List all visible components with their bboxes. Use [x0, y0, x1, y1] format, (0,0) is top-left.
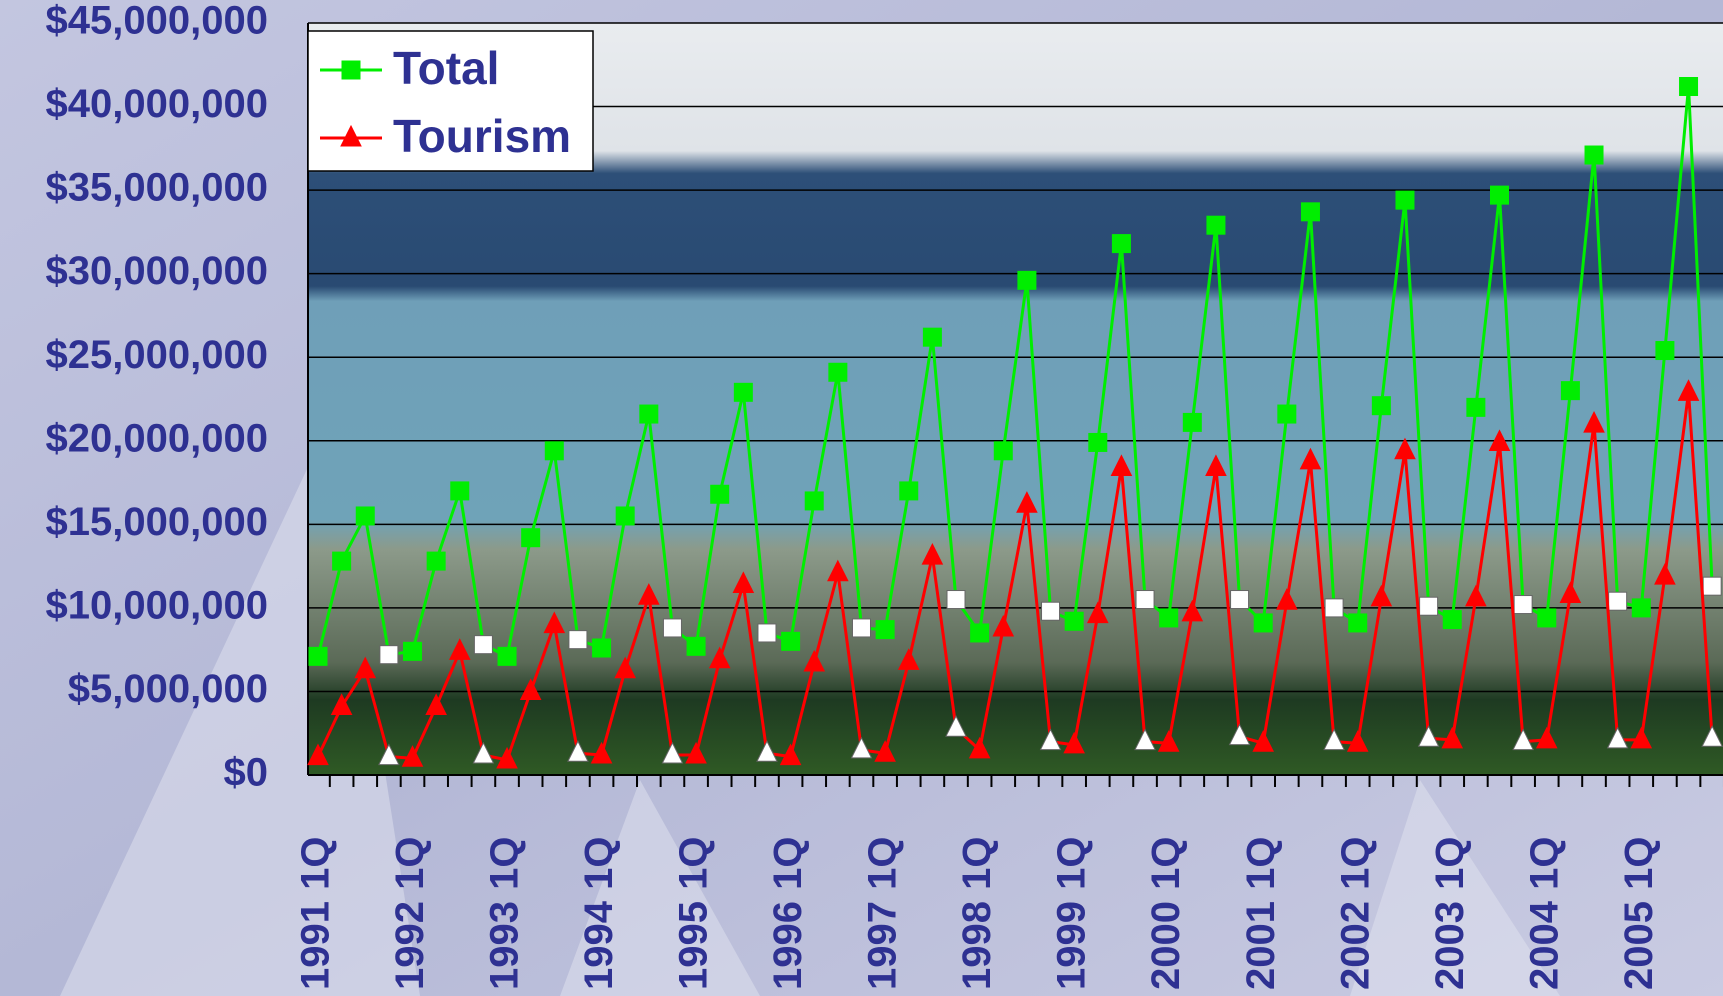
data-point [1656, 342, 1674, 360]
data-point [1609, 592, 1627, 610]
x-tick-label: 1998 1Q [955, 837, 999, 990]
data-point [1538, 609, 1556, 627]
x-tick-label: 2004 1Q [1522, 837, 1566, 990]
y-tick-label: $5,000,000 [68, 667, 268, 711]
data-point [1136, 591, 1154, 609]
data-point [380, 646, 398, 664]
data-point [758, 624, 776, 642]
legend-label: Tourism [393, 110, 571, 162]
x-tick-label: 1994 1Q [577, 837, 621, 990]
data-point [1420, 597, 1438, 615]
data-point [829, 363, 847, 381]
data-point [1278, 405, 1296, 423]
x-tick-label: 1996 1Q [766, 837, 810, 990]
data-point [900, 482, 918, 500]
data-point [1514, 596, 1532, 614]
x-tick-label: 1992 1Q [388, 837, 432, 990]
y-tick-label: $45,000,000 [46, 0, 268, 43]
data-point [522, 529, 540, 547]
data-point [852, 619, 870, 637]
data-point [1042, 602, 1060, 620]
data-point [687, 637, 705, 655]
y-tick-label: $25,000,000 [46, 333, 268, 377]
data-point [1349, 614, 1367, 632]
data-point [782, 632, 800, 650]
x-tick-label: 2001 1Q [1239, 837, 1283, 990]
y-tick-label: $35,000,000 [46, 166, 268, 210]
data-point [1089, 433, 1107, 451]
data-point [1632, 599, 1650, 617]
data-point [923, 328, 941, 346]
data-point [498, 647, 516, 665]
data-point [474, 636, 492, 654]
data-point [1491, 186, 1509, 204]
data-point [711, 485, 729, 503]
data-point [734, 383, 752, 401]
data-point [1372, 397, 1390, 415]
x-tick-label: 1999 1Q [1050, 837, 1094, 990]
data-point [1112, 235, 1130, 253]
data-point [1703, 577, 1721, 595]
data-point [1231, 591, 1249, 609]
data-point [451, 482, 469, 500]
x-tick-label: 2000 1Q [1144, 837, 1188, 990]
data-point [545, 442, 563, 460]
data-point [1065, 612, 1083, 630]
chart: Total Tourism $0 $5,000,000 $10,000,000 $15,… [0, 0, 1723, 996]
x-tick-label: 1991 1Q [294, 837, 338, 990]
data-point [1160, 609, 1178, 627]
x-tick-label: 1993 1Q [483, 837, 527, 990]
x-tick-label: 1995 1Q [672, 837, 716, 990]
y-tick-label: $10,000,000 [46, 583, 268, 627]
data-point [1561, 382, 1579, 400]
data-point [947, 591, 965, 609]
data-point [1207, 216, 1225, 234]
data-point [1254, 614, 1272, 632]
data-point [1467, 398, 1485, 416]
x-tick-label: 2003 1Q [1428, 837, 1472, 990]
data-point [356, 507, 374, 525]
y-tick-label: $20,000,000 [46, 416, 268, 460]
data-point [663, 619, 681, 637]
data-point [593, 639, 611, 657]
y-tick-label: $40,000,000 [46, 82, 268, 126]
data-point [1443, 611, 1461, 629]
y-tick-label: $30,000,000 [46, 249, 268, 293]
data-point [427, 552, 445, 570]
legend-label: Total [393, 42, 499, 94]
data-point [404, 642, 422, 660]
data-point [1680, 78, 1698, 96]
legend-marker [342, 61, 360, 79]
data-point [640, 405, 658, 423]
x-tick-label: 1997 1Q [861, 837, 905, 990]
y-tick-label: $15,000,000 [46, 500, 268, 544]
data-point [805, 492, 823, 510]
data-point [569, 631, 587, 649]
data-point [309, 647, 327, 665]
x-tick-label: 2002 1Q [1333, 837, 1377, 990]
data-point [971, 624, 989, 642]
data-point [1396, 191, 1414, 209]
data-point [333, 552, 351, 570]
y-tick-label: $0 [224, 751, 269, 795]
data-point [1183, 413, 1201, 431]
data-point [1585, 146, 1603, 164]
data-point [616, 507, 634, 525]
data-point [1018, 271, 1036, 289]
data-point [1325, 599, 1343, 617]
x-tick-label: 2005 1Q [1617, 837, 1661, 990]
data-point [1301, 203, 1319, 221]
data-point [994, 442, 1012, 460]
data-point [876, 621, 894, 639]
